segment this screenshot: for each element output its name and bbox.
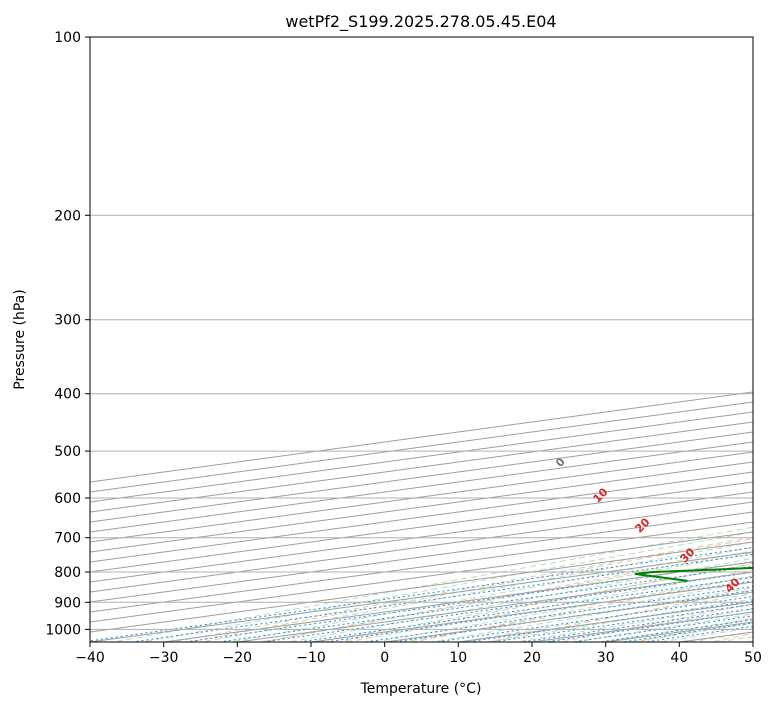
y-tick-label: 400 bbox=[54, 387, 81, 403]
y-axis-label: Pressure (hPa) bbox=[12, 289, 28, 389]
y-tick-label: 600 bbox=[54, 491, 81, 507]
y-tick-label: 800 bbox=[54, 565, 81, 581]
x-tick-label: −40 bbox=[75, 650, 105, 666]
x-tick-label: 0 bbox=[380, 650, 389, 666]
x-tick-label: 20 bbox=[523, 650, 541, 666]
y-tick-label: 900 bbox=[54, 595, 81, 611]
x-tick-label: −10 bbox=[296, 650, 326, 666]
y-tick-label: 1000 bbox=[45, 622, 81, 638]
x-tick-label: −20 bbox=[223, 650, 253, 666]
x-tick-label: −30 bbox=[149, 650, 179, 666]
x-tick-label: 10 bbox=[449, 650, 467, 666]
x-tick-label: 40 bbox=[670, 650, 688, 666]
y-tick-label: 100 bbox=[54, 30, 81, 46]
y-tick-label: 700 bbox=[54, 531, 81, 547]
chart-title: wetPf2_S199.2025.278.05.45.E04 bbox=[285, 12, 556, 32]
y-tick-label: 200 bbox=[54, 208, 81, 224]
y-tick-label: 500 bbox=[54, 444, 81, 460]
x-axis-label: Temperature (°C) bbox=[360, 681, 482, 697]
y-tick-label: 300 bbox=[54, 313, 81, 329]
x-tick-label: 50 bbox=[744, 650, 762, 666]
x-tick-label: 30 bbox=[597, 650, 615, 666]
